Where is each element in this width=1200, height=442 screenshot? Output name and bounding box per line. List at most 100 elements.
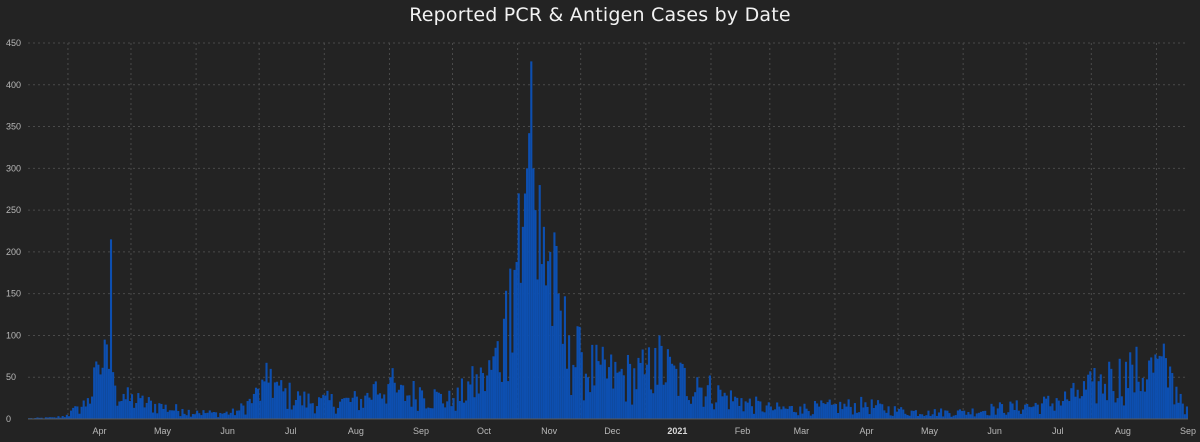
bar bbox=[847, 399, 850, 419]
bar bbox=[162, 408, 165, 419]
bar bbox=[973, 416, 976, 419]
bar bbox=[927, 410, 930, 419]
bar bbox=[280, 380, 283, 419]
bar bbox=[259, 400, 262, 419]
bar bbox=[360, 398, 363, 419]
bar bbox=[517, 193, 520, 419]
bar bbox=[303, 391, 306, 419]
bar bbox=[463, 402, 466, 419]
bar bbox=[404, 400, 407, 419]
bar bbox=[916, 415, 920, 419]
bar bbox=[906, 415, 909, 419]
bar bbox=[584, 373, 587, 419]
bar bbox=[576, 326, 579, 419]
bar bbox=[530, 61, 533, 419]
bar bbox=[755, 396, 758, 419]
bar bbox=[490, 369, 493, 419]
bar bbox=[818, 406, 821, 419]
bar bbox=[1175, 386, 1178, 419]
bar bbox=[145, 402, 148, 419]
bar bbox=[76, 406, 79, 419]
bar bbox=[1106, 400, 1109, 419]
bar bbox=[740, 398, 743, 419]
bar bbox=[418, 387, 421, 419]
bar bbox=[1066, 399, 1069, 419]
bar bbox=[412, 380, 415, 419]
bar bbox=[147, 397, 150, 419]
bar bbox=[589, 392, 592, 419]
bar bbox=[1183, 414, 1186, 419]
bar bbox=[1114, 402, 1117, 419]
bar bbox=[416, 410, 419, 419]
bar bbox=[1141, 377, 1144, 419]
bar bbox=[263, 381, 266, 419]
bar bbox=[761, 411, 764, 419]
x-tick-label: Feb bbox=[735, 426, 751, 436]
bar bbox=[671, 363, 674, 419]
bar bbox=[402, 385, 405, 419]
bar bbox=[626, 354, 630, 419]
bar bbox=[872, 407, 875, 419]
bar bbox=[891, 415, 894, 419]
bar bbox=[273, 382, 276, 419]
bar bbox=[780, 409, 783, 419]
bar bbox=[91, 396, 94, 419]
bar bbox=[692, 396, 695, 419]
bar bbox=[1127, 388, 1130, 419]
bar bbox=[1003, 412, 1006, 419]
bar bbox=[513, 269, 516, 419]
bar bbox=[437, 392, 440, 419]
bar bbox=[305, 407, 308, 419]
bar bbox=[137, 393, 140, 419]
bar bbox=[486, 375, 489, 419]
bar bbox=[662, 384, 665, 419]
bar bbox=[63, 417, 66, 419]
bar bbox=[998, 402, 1001, 419]
bar bbox=[198, 413, 201, 419]
bar bbox=[1053, 410, 1056, 419]
bar bbox=[95, 361, 98, 419]
bar bbox=[536, 279, 539, 419]
bar bbox=[885, 412, 888, 419]
bar bbox=[816, 403, 819, 419]
x-tick-label: Aug bbox=[348, 426, 364, 436]
bar bbox=[813, 400, 817, 419]
bar bbox=[694, 392, 697, 419]
bar bbox=[599, 364, 602, 419]
bar bbox=[1145, 379, 1149, 419]
bar bbox=[834, 403, 838, 419]
bar bbox=[866, 406, 869, 419]
bar bbox=[586, 377, 590, 419]
bar bbox=[347, 397, 350, 419]
bar bbox=[950, 416, 953, 419]
bar bbox=[731, 401, 735, 419]
y-tick-label: 300 bbox=[6, 163, 21, 173]
bar bbox=[862, 407, 865, 419]
bar bbox=[105, 344, 108, 419]
bar bbox=[294, 399, 297, 419]
bar bbox=[1049, 406, 1052, 419]
bar bbox=[1057, 400, 1060, 419]
bar bbox=[736, 397, 739, 419]
bar bbox=[526, 168, 529, 419]
bar bbox=[99, 374, 102, 419]
bar bbox=[605, 378, 608, 419]
bar bbox=[381, 398, 384, 419]
bar bbox=[801, 413, 804, 419]
bar bbox=[687, 400, 690, 419]
bar bbox=[977, 412, 980, 419]
bar bbox=[547, 261, 550, 419]
bar bbox=[992, 406, 995, 419]
bar bbox=[601, 346, 604, 419]
x-tick-label: Dec bbox=[604, 426, 621, 436]
bar bbox=[185, 415, 188, 419]
bar bbox=[1082, 381, 1086, 419]
bar bbox=[215, 412, 218, 419]
bar bbox=[446, 401, 449, 419]
bar bbox=[629, 363, 632, 419]
bar bbox=[1158, 355, 1161, 419]
bar bbox=[1015, 400, 1018, 419]
bar bbox=[965, 414, 968, 419]
bar bbox=[299, 395, 302, 419]
bar bbox=[1116, 398, 1119, 419]
